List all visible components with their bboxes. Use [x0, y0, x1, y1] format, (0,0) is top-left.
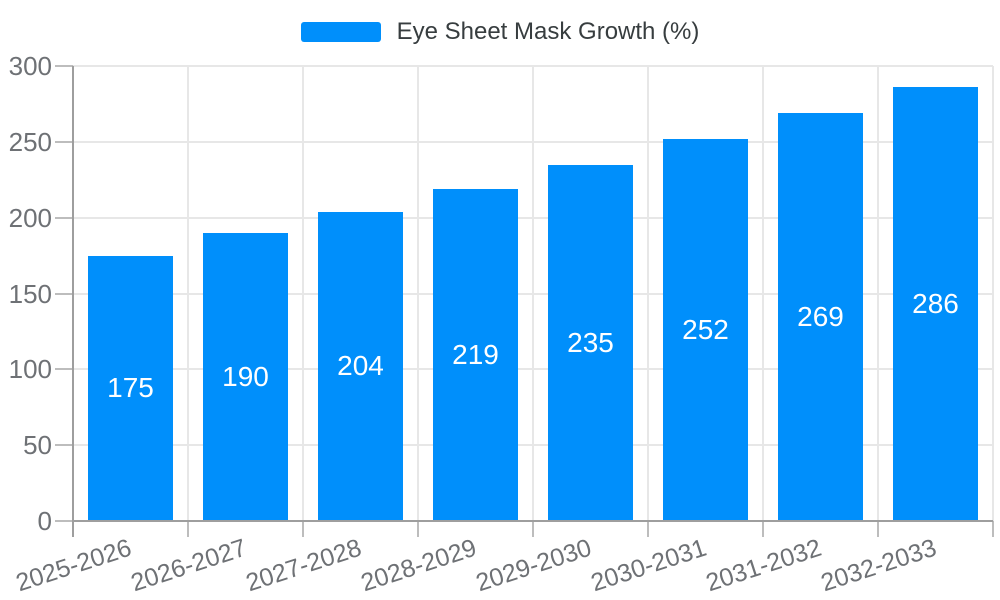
- y-axis-label: 0: [37, 506, 52, 536]
- bar-value-label: 190: [222, 360, 269, 392]
- bar: [778, 113, 863, 521]
- v-gridline: [992, 66, 994, 521]
- x-axis-label: 2031-2032: [702, 533, 825, 598]
- legend-swatch-icon: [300, 22, 381, 42]
- x-axis-label: 2026-2027: [127, 533, 250, 598]
- v-gridline: [762, 66, 764, 521]
- x-axis-tick: [187, 521, 189, 537]
- bar: [548, 164, 633, 521]
- bar: [433, 188, 518, 521]
- v-gridline: [302, 66, 304, 521]
- v-gridline: [877, 66, 879, 521]
- x-axis-tick: [532, 521, 534, 537]
- y-axis-label: 200: [8, 202, 52, 233]
- v-gridline: [647, 66, 649, 521]
- x-axis-tick: [762, 521, 764, 537]
- bar: [893, 87, 978, 521]
- y-axis-tick: [55, 140, 73, 143]
- x-axis-label: 2030-2031: [587, 533, 710, 598]
- x-axis-tick: [302, 521, 304, 537]
- y-axis-label: 50: [23, 430, 52, 461]
- bar-value-label: 204: [337, 350, 384, 382]
- x-axis-label: 2025-2026: [12, 533, 135, 598]
- x-axis-label: 2032-2033: [817, 533, 940, 598]
- x-axis-tick: [647, 521, 649, 537]
- x-axis-label: 2028-2029: [357, 533, 480, 598]
- y-axis-tick: [55, 292, 73, 295]
- y-axis-label: 250: [8, 126, 52, 157]
- y-axis-tick: [55, 444, 73, 447]
- x-axis-label: 2029-2030: [472, 533, 595, 598]
- bar-value-label: 175: [107, 372, 154, 404]
- bar: [318, 211, 403, 521]
- x-axis-tick: [877, 521, 879, 537]
- v-gridline: [532, 66, 534, 521]
- x-axis-tick: [417, 521, 419, 537]
- bar-value-label: 219: [452, 338, 499, 370]
- y-axis-tick: [55, 368, 73, 371]
- x-axis-label: 2027-2028: [242, 533, 365, 598]
- x-axis-tick: [992, 521, 994, 537]
- y-axis-tick: [55, 216, 73, 219]
- v-gridline: [417, 66, 419, 521]
- bar-value-label: 252: [682, 313, 729, 345]
- y-axis-tick: [55, 520, 73, 522]
- y-axis-label: 150: [8, 278, 52, 309]
- bar-value-label: 235: [567, 326, 614, 358]
- y-axis-label: 300: [8, 51, 52, 81]
- y-axis-line: [72, 66, 74, 537]
- bar-value-label: 269: [797, 301, 844, 332]
- y-axis-label: 100: [8, 354, 52, 385]
- legend-item[interactable]: Eye Sheet Mask Growth (%): [0, 19, 1000, 45]
- x-axis-line: [73, 520, 993, 522]
- legend-label: Eye Sheet Mask Growth (%): [396, 18, 700, 45]
- v-gridline: [187, 66, 189, 521]
- bar: [88, 255, 173, 521]
- bar-value-label: 286: [912, 288, 959, 320]
- bar: [203, 232, 288, 521]
- bar: [663, 138, 748, 521]
- y-axis-tick: [55, 65, 73, 67]
